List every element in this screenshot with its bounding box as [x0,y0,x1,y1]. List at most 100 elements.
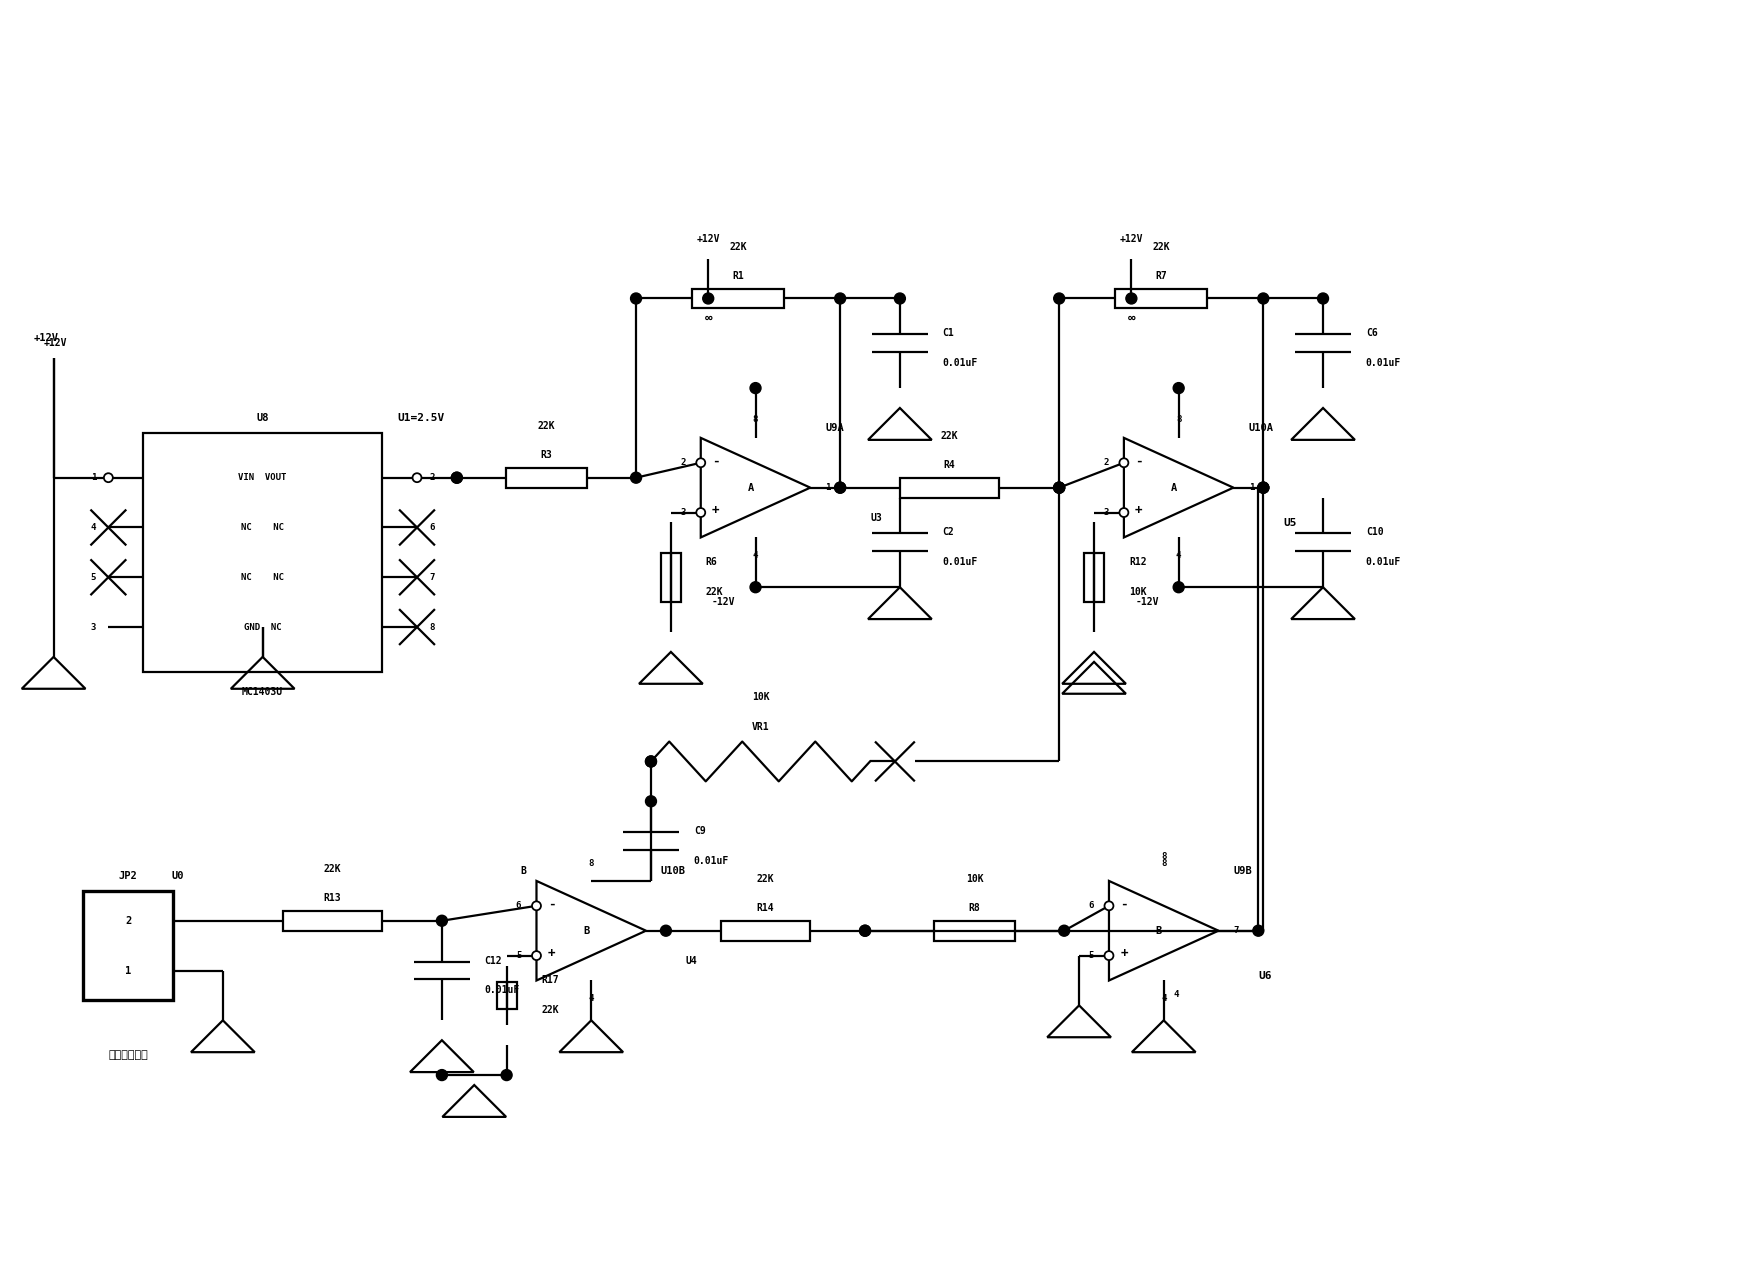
Text: 7: 7 [1232,926,1238,935]
Circle shape [451,472,461,483]
Text: 4: 4 [1161,993,1166,1002]
Text: 22K: 22K [323,864,341,874]
Text: 5: 5 [516,951,521,960]
Text: 10K: 10K [752,692,769,702]
Text: B: B [582,926,589,936]
Circle shape [645,796,656,806]
Text: +: + [711,504,718,516]
Text: 3: 3 [1103,508,1108,516]
Circle shape [1252,925,1264,936]
Text: 4: 4 [91,523,96,532]
Text: U5: U5 [1283,518,1295,528]
Text: 模拟量输入端: 模拟量输入端 [108,1051,149,1060]
Text: GND  NC: GND NC [243,622,281,631]
Text: U1=2.5V: U1=2.5V [397,413,444,424]
Text: 8: 8 [752,416,759,425]
Circle shape [645,756,656,767]
Text: 5: 5 [1087,951,1092,960]
Text: 22K: 22K [940,431,958,441]
Text: R17: R17 [542,976,559,986]
Circle shape [502,1070,512,1080]
Text: 8: 8 [1161,852,1166,861]
Text: C10: C10 [1365,528,1383,538]
Text: ∞: ∞ [1127,312,1134,324]
Text: 4: 4 [1175,551,1180,560]
Text: 1: 1 [1248,483,1253,492]
Text: 1: 1 [825,483,830,492]
Text: +12V: +12V [44,338,66,349]
Text: ∞: ∞ [704,312,711,324]
Text: -: - [547,897,554,911]
Circle shape [531,951,540,960]
Text: C6: C6 [1365,328,1377,338]
Text: 3: 3 [680,508,685,516]
Text: 1: 1 [91,473,96,482]
Text: R14: R14 [757,903,774,913]
Circle shape [645,756,656,767]
Text: +12V: +12V [696,234,720,244]
Circle shape [834,293,844,304]
Circle shape [631,293,642,304]
Circle shape [1126,293,1136,304]
Bar [505,468,586,487]
Text: 10K: 10K [1127,588,1147,597]
Circle shape [1052,482,1065,494]
Text: -12V: -12V [1134,597,1159,607]
Text: MC1403U: MC1403U [241,687,283,697]
Text: R4: R4 [944,459,954,469]
Text: 10K: 10K [965,874,982,884]
Circle shape [413,473,421,482]
Text: VR1: VR1 [752,721,769,731]
Circle shape [696,508,704,516]
Text: C1: C1 [942,328,954,338]
Text: -: - [1134,454,1141,467]
Circle shape [631,472,642,483]
Text: U8: U8 [257,413,269,424]
Circle shape [1103,951,1113,960]
Circle shape [1173,581,1183,593]
Circle shape [834,482,844,494]
Text: NC    NC: NC NC [241,572,283,581]
Bar [1084,552,1103,602]
Bar [496,982,516,1009]
Text: 6: 6 [516,902,521,911]
Circle shape [1316,293,1328,304]
Circle shape [1052,293,1065,304]
Circle shape [1257,293,1267,304]
Text: B: B [1155,926,1161,936]
Text: 0.01uF: 0.01uF [694,856,729,866]
Text: U0: U0 [171,871,184,881]
Circle shape [834,482,844,494]
Text: JP2: JP2 [119,871,138,881]
Text: R7: R7 [1155,271,1166,281]
Text: +: + [547,948,554,960]
Text: 0.01uF: 0.01uF [484,986,519,996]
Text: R12: R12 [1127,557,1147,567]
Bar [143,432,383,672]
Text: U4: U4 [685,955,697,965]
Circle shape [703,293,713,304]
Text: +12V: +12V [1119,234,1143,244]
Text: U6: U6 [1257,971,1271,981]
Text: C12: C12 [484,955,502,965]
Text: 2: 2 [680,458,685,467]
Text: 0.01uF: 0.01uF [942,557,977,567]
Circle shape [1052,482,1065,494]
Text: U10A: U10A [1248,422,1273,432]
Text: 22K: 22K [757,874,774,884]
Text: -: - [711,454,718,467]
Text: U9B: U9B [1232,866,1252,876]
Text: 22K: 22K [729,242,746,252]
Text: A: A [1169,482,1176,492]
Circle shape [750,383,760,393]
Text: +: + [1134,504,1141,516]
Circle shape [1052,482,1065,494]
Circle shape [451,472,461,483]
Text: 4: 4 [589,993,594,1002]
Circle shape [1257,482,1267,494]
Text: A: A [746,482,753,492]
Bar [661,552,680,602]
Text: 2: 2 [428,473,435,482]
Text: U9A: U9A [825,422,844,432]
Bar [900,478,998,497]
